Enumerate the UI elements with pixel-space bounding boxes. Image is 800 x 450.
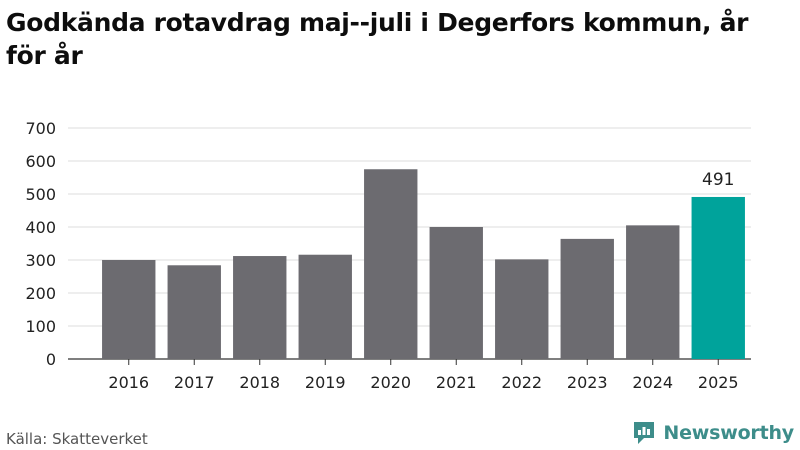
bars <box>102 169 745 359</box>
data-label: 491 <box>702 170 734 190</box>
bar-2022 <box>495 259 549 359</box>
x-tick-label: 2018 <box>239 373 280 392</box>
x-tick-label: 2016 <box>108 373 149 392</box>
brand-logo[interactable]: Newsworthy <box>632 420 794 446</box>
chart-title: Godkända rotavdrag maj--juli i Degerfors… <box>6 8 749 70</box>
y-tick-label: 100 <box>25 317 56 336</box>
y-tick-label: 600 <box>25 152 56 171</box>
y-tick-label: 300 <box>25 251 56 270</box>
x-tick-label: 2023 <box>567 373 608 392</box>
y-tick-label: 400 <box>25 218 56 237</box>
newsworthy-logo-icon <box>634 422 655 444</box>
y-tick-label: 500 <box>25 185 56 204</box>
x-tick-label: 2017 <box>174 373 215 392</box>
bar-2017 <box>167 265 221 359</box>
data-labels: 491 <box>702 170 734 190</box>
bar-2020 <box>364 169 418 359</box>
x-tick-label: 2024 <box>632 373 673 392</box>
source-note: Källa: Skatteverket <box>6 430 148 448</box>
y-tick-label: 700 <box>25 119 56 138</box>
bar-2023 <box>560 238 614 359</box>
x-tick-label: 2021 <box>436 373 477 392</box>
y-tick-label: 0 <box>46 350 56 369</box>
bar-2021 <box>429 227 483 359</box>
y-tick-label: 200 <box>25 284 56 303</box>
bar-2025 <box>691 196 745 359</box>
x-tick-label: 2019 <box>305 373 346 392</box>
bar-2016 <box>102 260 156 359</box>
bar-2024 <box>626 225 680 359</box>
x-tick-label: 2020 <box>370 373 411 392</box>
bar-2018 <box>233 256 287 359</box>
x-axis-ticks: 2016 2017 2018 2019 2020 2021 2022 2023 2024 2025 <box>108 359 739 392</box>
brand-name: Newsworthy <box>663 422 794 444</box>
y-axis-ticks: 0 100 200 300 400 500 600 700 <box>25 119 56 369</box>
x-tick-label: 2025 <box>698 373 739 392</box>
x-tick-label: 2022 <box>501 373 542 392</box>
bar-2019 <box>298 254 352 359</box>
